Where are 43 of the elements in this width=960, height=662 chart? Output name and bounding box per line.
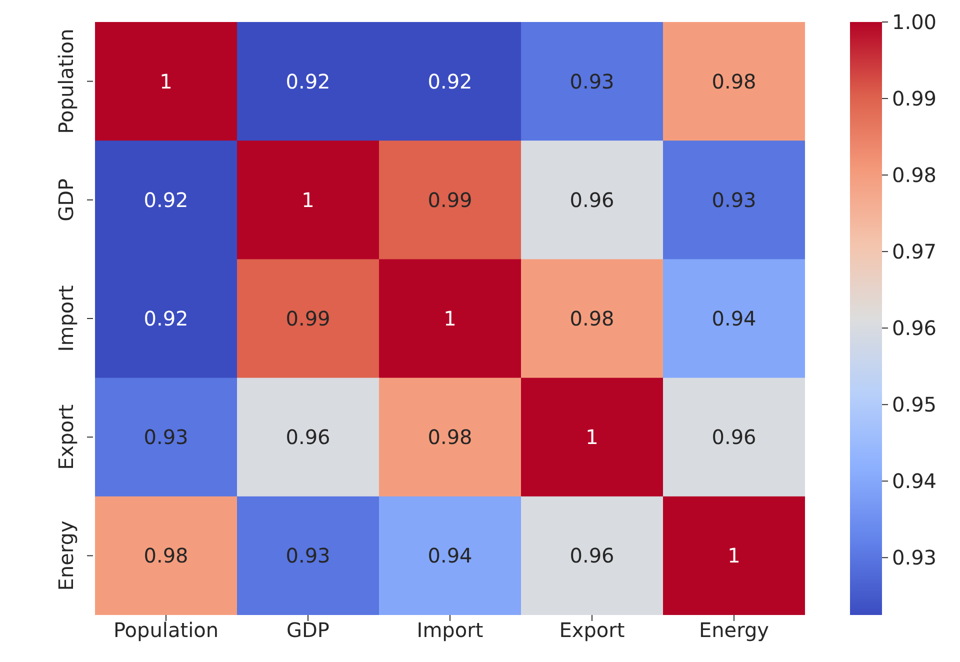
data-label: 0.93 bbox=[286, 544, 330, 568]
data-label: 1 bbox=[728, 544, 740, 568]
data-label: 0.93 bbox=[712, 188, 756, 212]
data-label: 0.96 bbox=[570, 544, 614, 568]
data-label: 1 bbox=[444, 306, 456, 330]
data-label: 0.98 bbox=[428, 425, 472, 450]
data-label: 0.94 bbox=[712, 306, 756, 330]
data-label: 0.99 bbox=[286, 306, 330, 330]
color-bar-label: 0.99 bbox=[892, 86, 937, 111]
color-bar-label: 0.98 bbox=[892, 163, 937, 188]
data-label: 0.93 bbox=[144, 425, 188, 450]
data-label: 0.96 bbox=[570, 188, 614, 212]
x-tick-label: Population bbox=[113, 618, 219, 642]
data-label: 0.92 bbox=[144, 306, 188, 330]
data-label: 0.98 bbox=[570, 306, 614, 330]
color-bar-label: 0.94 bbox=[892, 469, 937, 494]
data-label: 0.98 bbox=[712, 69, 756, 94]
x-tick-label: Energy bbox=[698, 618, 770, 642]
y-tick-label: GDP bbox=[54, 178, 78, 222]
data-label: 1 bbox=[586, 425, 598, 450]
x-tick-label: GDP bbox=[286, 618, 330, 642]
data-label: 0.98 bbox=[144, 544, 188, 568]
data-label: 0.92 bbox=[428, 69, 472, 94]
data-label: 0.93 bbox=[570, 69, 614, 94]
data-label: 1 bbox=[160, 69, 172, 94]
y-tick-label: Energy bbox=[54, 520, 78, 591]
y-tick-label: Import bbox=[54, 285, 78, 352]
color-bar-label: 0.96 bbox=[892, 316, 937, 340]
data-label: 0.92 bbox=[144, 188, 188, 212]
color-bar-label: 0.97 bbox=[892, 240, 937, 264]
y-tick-label: Export bbox=[54, 404, 78, 470]
y-tick-label: Population bbox=[54, 28, 78, 134]
data-label: 1 bbox=[302, 188, 314, 212]
x-tick-label: Export bbox=[559, 618, 625, 642]
color-bar-label: 1.00 bbox=[892, 10, 937, 34]
data-label: 0.92 bbox=[286, 69, 330, 94]
data-label: 0.99 bbox=[428, 188, 472, 212]
color-bar-label: 0.95 bbox=[892, 392, 937, 417]
color-bar-label: 0.93 bbox=[892, 546, 937, 570]
x-tick-label: Import bbox=[416, 618, 484, 642]
data-label: 0.96 bbox=[712, 425, 756, 450]
data-label: 0.96 bbox=[286, 425, 330, 450]
data-label: 0.94 bbox=[428, 544, 472, 568]
